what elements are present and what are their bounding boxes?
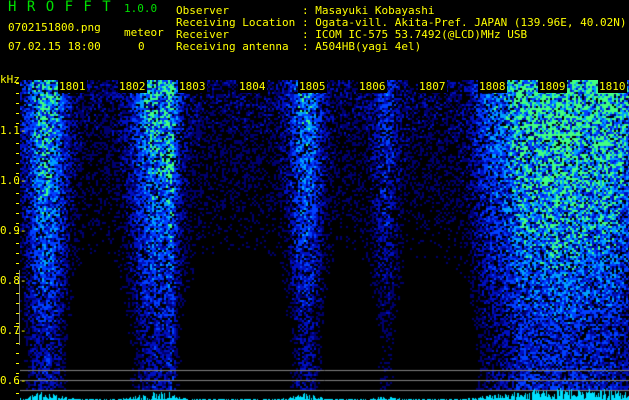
y-minor-tick — [16, 303, 19, 304]
info-value: ICOM IC-575 53.7492(@LCD)MHz USB — [315, 28, 528, 41]
meteor-count: 0 — [138, 40, 145, 53]
x-tick-label: 1802 — [118, 80, 147, 93]
y-minor-tick — [16, 383, 19, 384]
y-minor-tick — [16, 213, 19, 214]
y-minor-tick — [16, 283, 19, 284]
x-tick-label: 1808 — [478, 80, 507, 93]
y-tick-label: 1.0- — [0, 174, 27, 187]
x-tick-label: 1809 — [538, 80, 567, 93]
y-axis-label: kHz — [0, 73, 20, 86]
y-tick-label: 0.9- — [0, 224, 27, 237]
x-tick-label: 1810 — [598, 80, 627, 93]
y-minor-tick — [16, 193, 19, 194]
info-colon: : Masayuki Kobayashi — [302, 4, 435, 17]
x-tick-label: 1804 — [238, 80, 267, 93]
datetime: 07.02.15 18:00 — [8, 40, 101, 53]
info-label: Observer — [176, 4, 229, 17]
y-minor-tick — [16, 163, 19, 164]
y-minor-tick — [16, 223, 19, 224]
y-minor-tick — [16, 293, 19, 294]
y-minor-tick — [16, 343, 19, 344]
info-label: Receiving Location — [176, 16, 296, 29]
y-tick-label: 0.8- — [0, 274, 27, 287]
y-minor-tick — [16, 243, 19, 244]
y-minor-tick — [16, 133, 19, 134]
y-minor-tick — [16, 83, 19, 84]
info-colon: : Ogata-vill. Akita-Pref. JAPAN (139.96E… — [302, 16, 627, 29]
y-minor-tick — [16, 253, 19, 254]
y-minor-tick — [16, 153, 19, 154]
y-minor-tick — [16, 353, 19, 354]
y-minor-tick — [16, 393, 19, 394]
spectrogram — [20, 80, 629, 400]
x-tick-label: 1806 — [358, 80, 387, 93]
app-title: H R O F F T — [8, 0, 112, 15]
info-label: Receiver — [176, 28, 229, 41]
y-minor-tick — [16, 143, 19, 144]
x-tick-label: 1803 — [178, 80, 207, 93]
app-version: 1.0.0 — [124, 2, 158, 15]
y-minor-tick — [16, 313, 19, 314]
y-minor-tick — [16, 333, 19, 334]
x-tick-label: 1807 — [418, 80, 447, 93]
y-minor-tick — [16, 203, 19, 204]
y-tick-label: 0.7- — [0, 324, 27, 337]
info-label: Receiving antenna — [176, 40, 289, 53]
y-minor-tick — [16, 323, 19, 324]
y-minor-tick — [16, 373, 19, 374]
y-minor-tick — [16, 273, 19, 274]
info-colon: : A504HB(yagi 4el) — [302, 40, 422, 53]
filename: 0702151800.png — [8, 21, 101, 34]
x-tick-label: 1805 — [298, 80, 327, 93]
y-minor-tick — [16, 93, 19, 94]
y-minor-tick — [16, 103, 19, 104]
y-tick-label: 0.6- — [0, 374, 27, 387]
y-minor-tick — [16, 173, 19, 174]
meteor-label: meteor — [124, 26, 164, 39]
info-value: Ogata-vill. Akita-Pref. JAPAN (139.96E, … — [315, 16, 627, 29]
info-value: A504HB(yagi 4el) — [315, 40, 422, 53]
info-colon: : ICOM IC-575 53.7492(@LCD)MHz USB — [302, 28, 528, 41]
y-minor-tick — [16, 123, 19, 124]
x-tick-label: 1801 — [58, 80, 87, 93]
info-value: Masayuki Kobayashi — [315, 4, 435, 17]
y-minor-tick — [16, 233, 19, 234]
y-minor-tick — [16, 363, 19, 364]
y-minor-tick — [16, 183, 19, 184]
y-minor-tick — [16, 113, 19, 114]
range-marker — [19, 270, 20, 345]
y-minor-tick — [16, 263, 19, 264]
y-tick-label: 1.1- — [0, 124, 27, 137]
